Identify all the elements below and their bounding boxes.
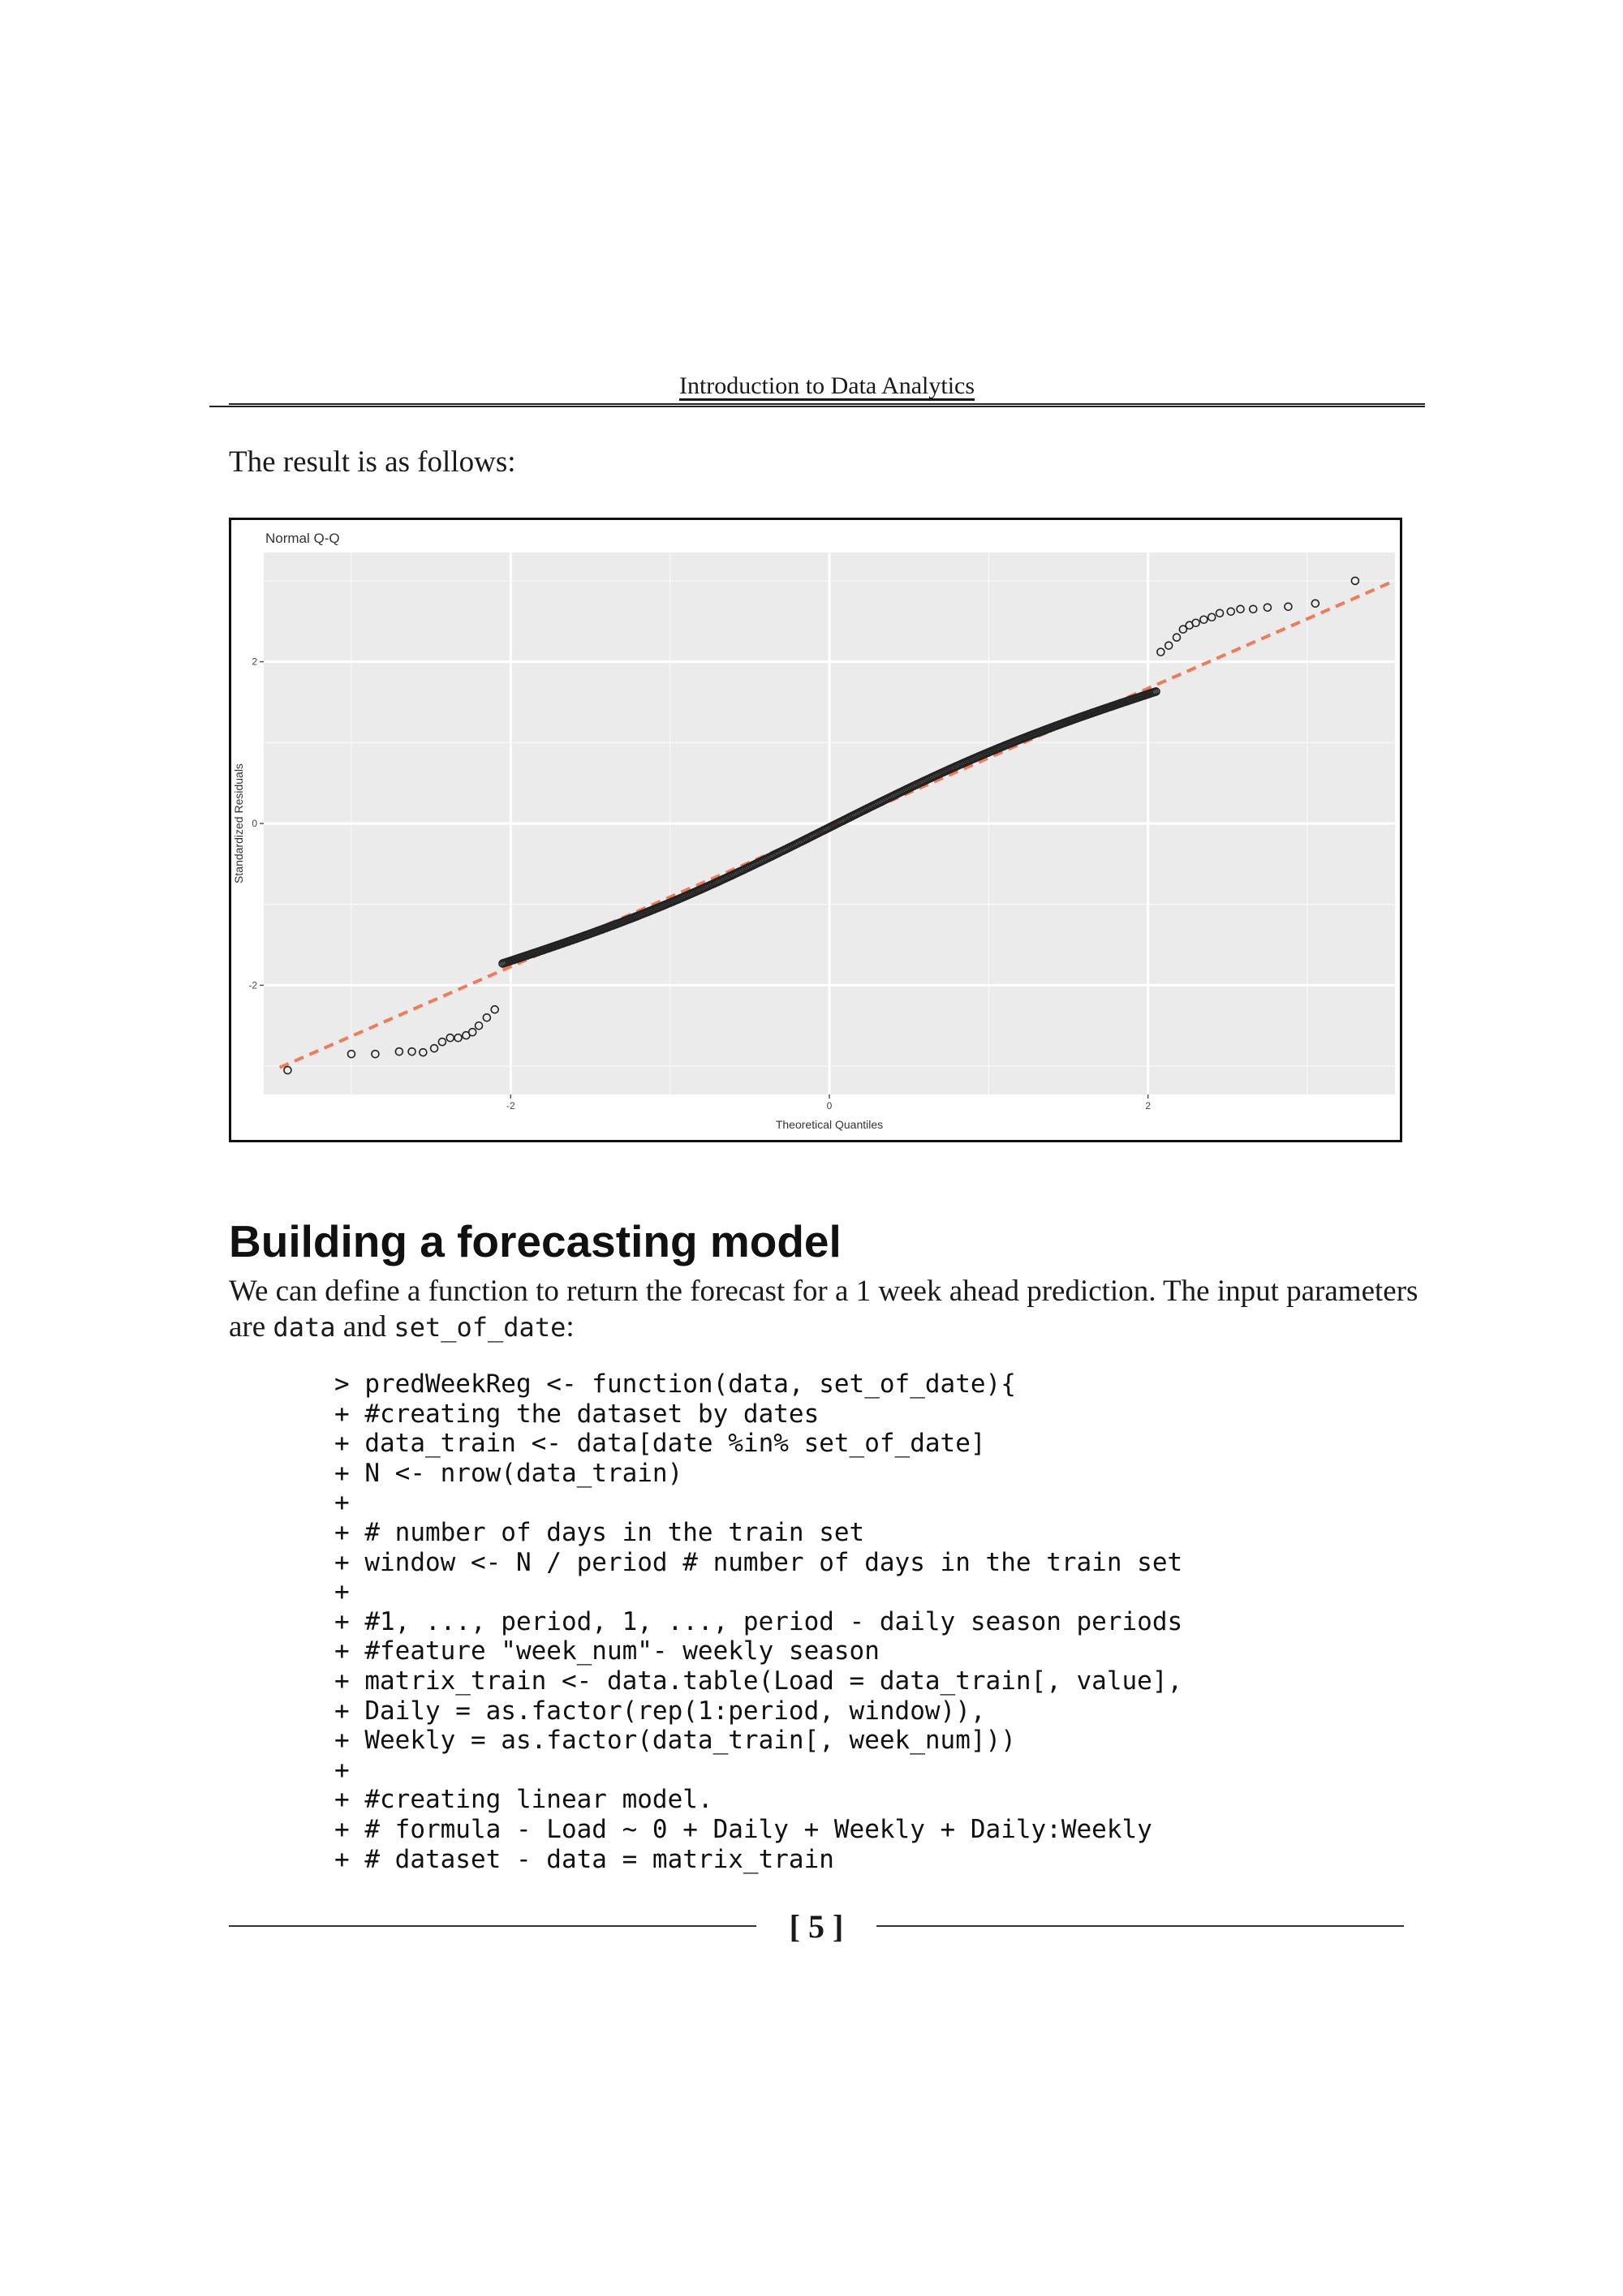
header-title: Introduction to Data Analytics (678, 372, 975, 399)
qq-point (446, 1033, 455, 1043)
code-line: > predWeekReg <- function(data, set_of_d… (334, 1369, 1016, 1399)
code-line: + # dataset - data = matrix_train (334, 1844, 834, 1874)
qq-point (429, 1043, 439, 1053)
qq-point (1156, 647, 1165, 656)
qq-point (454, 1033, 463, 1043)
qq-point (1284, 602, 1293, 612)
header-rule (229, 403, 1425, 405)
code-line: + # number of days in the train set (334, 1517, 865, 1547)
footer-rule-left (229, 1925, 756, 1927)
code-line: + #creating linear model. (334, 1785, 713, 1815)
qq-point (467, 1027, 477, 1037)
x-tick-label: 0 (827, 1100, 833, 1111)
qq-point (1226, 607, 1236, 617)
qq-point (1263, 603, 1272, 613)
footer-rule-right (876, 1925, 1404, 1927)
qq-point (1248, 604, 1258, 614)
page-number: [ 5 ] (789, 1908, 844, 1945)
y-tick-label: 0 (252, 818, 257, 829)
body-paragraph: We can define a function to return the f… (229, 1274, 1430, 1345)
qq-point (347, 1049, 356, 1059)
para-text-2: and (335, 1310, 394, 1344)
qq-point (1350, 576, 1360, 586)
qq-point (394, 1047, 404, 1056)
qq-point (482, 1013, 492, 1022)
code-line: + (334, 1755, 350, 1785)
qq-point (1178, 625, 1188, 634)
intro-text: The result is as follows: (229, 445, 516, 479)
qq-point (437, 1037, 447, 1047)
qq-point (1215, 608, 1225, 618)
qq-point (474, 1021, 484, 1030)
qq-point (419, 1047, 428, 1057)
code-line: + #creating the dataset by dates (334, 1399, 820, 1429)
qq-point (1172, 633, 1182, 642)
chart-title: Normal Q-Q (265, 531, 340, 546)
qq-point (1311, 599, 1320, 608)
running-header: Introduction to Data Analytics (229, 369, 1425, 403)
section-title: Building a forecasting model (229, 1216, 842, 1266)
code-line: + (334, 1488, 350, 1518)
code-line: + data_train <- data[date %in% set_of_da… (334, 1429, 986, 1459)
code-line: + #1, ..., period, 1, ..., period - dail… (334, 1606, 1183, 1636)
para-code-data: data (273, 1312, 336, 1343)
y-tick-label: 2 (252, 656, 257, 668)
code-line: + Daily = as.factor(rep(1:period, window… (334, 1696, 986, 1726)
qq-point (1199, 615, 1208, 625)
x-tick-label: 2 (1145, 1100, 1151, 1111)
qq-point (1236, 604, 1245, 614)
x-axis-label: Theoretical Quantiles (776, 1118, 883, 1131)
y-axis-label: Standardized Residuals (232, 763, 245, 884)
code-line: + window <- N / period # number of days … (334, 1547, 1183, 1577)
reference-line (278, 580, 1393, 1069)
code-block: > predWeekReg <- function(data, set_of_d… (334, 1369, 1182, 1874)
code-line: + N <- nrow(data_train) (334, 1458, 683, 1488)
qq-point (1164, 641, 1173, 650)
code-line: + matrix_train <- data.table(Load = data… (334, 1666, 1183, 1696)
qq-point (1207, 613, 1216, 622)
qq-point (490, 1005, 499, 1014)
code-line: + Weekly = as.factor(data_train[, week_n… (334, 1726, 1016, 1756)
qq-point (283, 1065, 292, 1075)
qq-point (1152, 687, 1160, 696)
qq-point (407, 1047, 416, 1056)
header-rule-secondary (209, 406, 1425, 407)
para-code-set-of-date: set_of_date (394, 1312, 566, 1343)
code-line: + #feature "week_num"- weekly season (334, 1636, 880, 1666)
qq-plot-figure: -2 0 2 -2 0 2 Normal Q-Q Theoretical Quantiles S… (229, 518, 1402, 1142)
y-tick-label: -2 (248, 979, 257, 991)
x-tick-label: -2 (506, 1100, 515, 1111)
code-line: + # formula - Load ~ 0 + Daily + Weekly … (334, 1814, 1152, 1844)
qq-point (1191, 618, 1200, 628)
para-text-3: : (566, 1310, 575, 1344)
para-text-1: We can define a function to return the f… (229, 1275, 1419, 1344)
qq-plot-svg: -2 0 2 -2 0 2 Normal Q-Q Theoretical Quantiles S… (232, 531, 1395, 1131)
qq-point (371, 1049, 380, 1059)
code-line: + (334, 1577, 350, 1607)
